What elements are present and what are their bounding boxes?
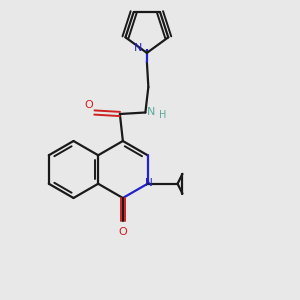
Text: N: N: [134, 43, 142, 53]
Text: O: O: [118, 227, 127, 237]
Text: O: O: [85, 100, 93, 110]
Text: N: N: [145, 178, 153, 188]
Text: H: H: [159, 110, 166, 120]
Text: N: N: [147, 107, 155, 117]
